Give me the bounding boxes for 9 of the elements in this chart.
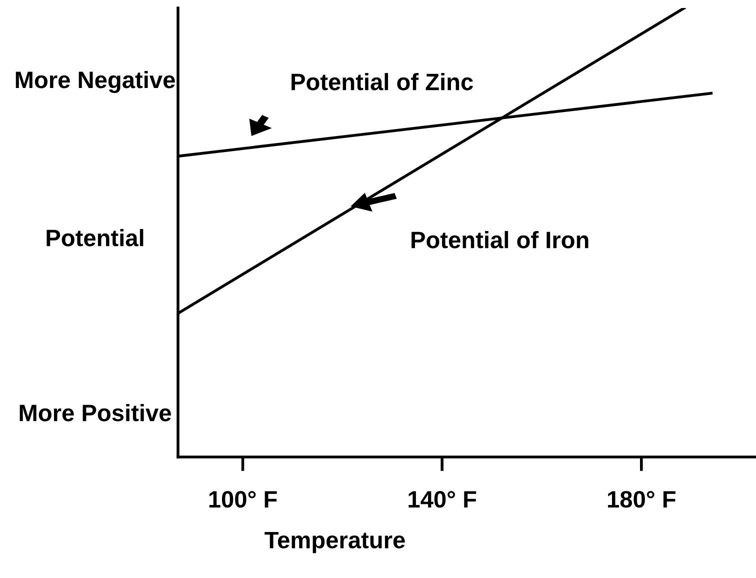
text: Potential of Iron [412, 230, 588, 248]
x-tick-label: 140° F [408, 490, 476, 508]
series-label: Potential of Zinc [292, 72, 473, 90]
x-tick-label: 100° F [209, 490, 277, 508]
x-tick-label: 180° F [608, 490, 676, 508]
y-axis-title: Potential [46, 228, 144, 246]
text: More Negative [16, 70, 175, 94]
x-axis-title: Temperature [264, 532, 405, 554]
text: More Positive [20, 404, 171, 422]
